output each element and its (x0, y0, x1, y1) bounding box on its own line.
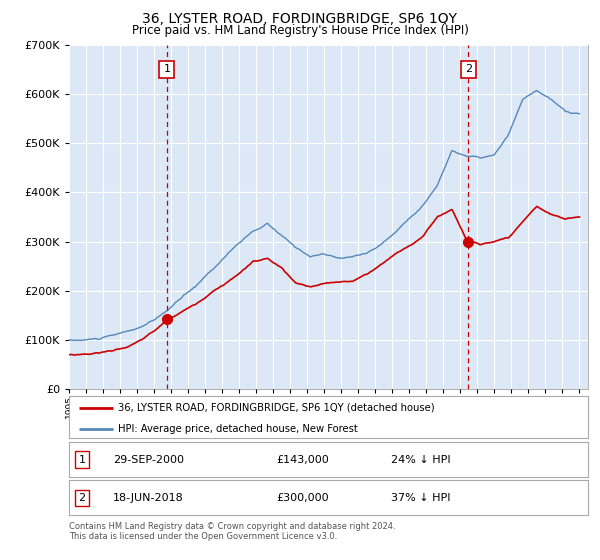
Text: £300,000: £300,000 (277, 493, 329, 503)
Text: Contains HM Land Registry data © Crown copyright and database right 2024.
This d: Contains HM Land Registry data © Crown c… (69, 522, 395, 542)
Text: 1: 1 (163, 64, 170, 74)
Text: 29-SEP-2000: 29-SEP-2000 (113, 455, 184, 465)
Text: £143,000: £143,000 (277, 455, 329, 465)
Text: 2: 2 (464, 64, 472, 74)
Text: HPI: Average price, detached house, New Forest: HPI: Average price, detached house, New … (118, 424, 358, 433)
Text: 2: 2 (79, 493, 86, 503)
Text: Price paid vs. HM Land Registry's House Price Index (HPI): Price paid vs. HM Land Registry's House … (131, 24, 469, 36)
Text: 37% ↓ HPI: 37% ↓ HPI (391, 493, 450, 503)
Text: 36, LYSTER ROAD, FORDINGBRIDGE, SP6 1QY (detached house): 36, LYSTER ROAD, FORDINGBRIDGE, SP6 1QY … (118, 403, 435, 413)
Text: 1: 1 (79, 455, 85, 465)
Text: 36, LYSTER ROAD, FORDINGBRIDGE, SP6 1QY: 36, LYSTER ROAD, FORDINGBRIDGE, SP6 1QY (143, 12, 458, 26)
Text: 18-JUN-2018: 18-JUN-2018 (113, 493, 184, 503)
Text: 24% ↓ HPI: 24% ↓ HPI (391, 455, 451, 465)
